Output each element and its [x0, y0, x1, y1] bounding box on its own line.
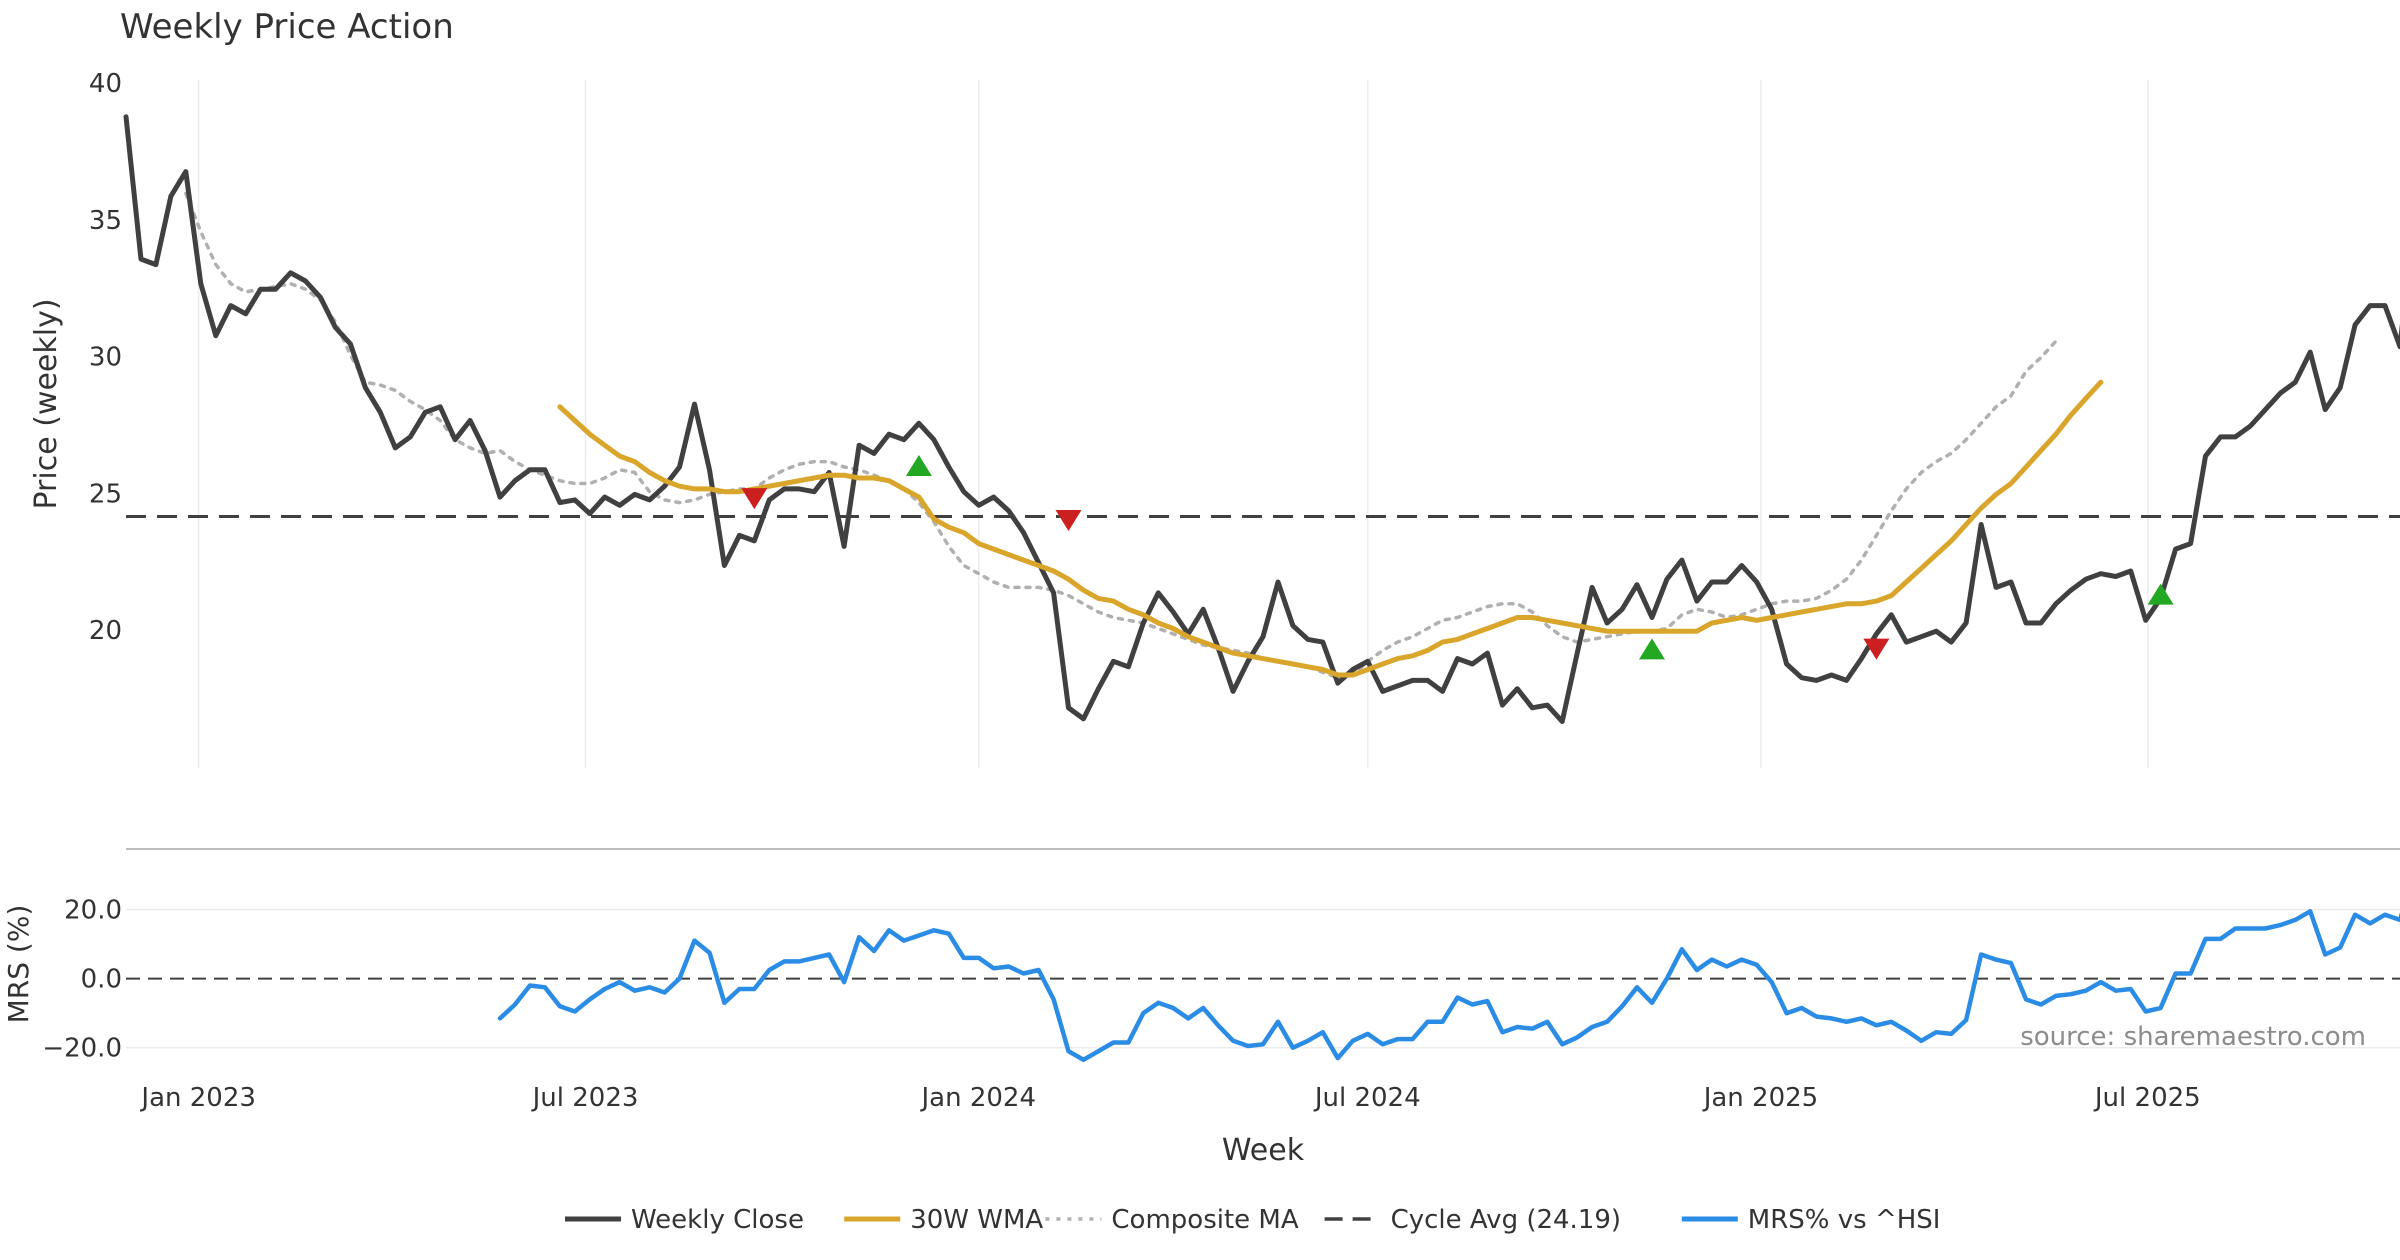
x-axis-ticks: Jan 2023 Jul 2023 Jan 2024 Jul 2024 Jan 2025… [139, 1083, 2200, 1113]
price-gridlines [197, 80, 2149, 768]
mrs-gridlines [126, 908, 2400, 1049]
price-y-axis-label: Price (weekly) [29, 298, 64, 509]
x-tick-label: Jan 2023 [139, 1083, 256, 1113]
mrs-line [497, 909, 2400, 1063]
x-tick-label: Jan 2025 [1702, 1083, 1819, 1113]
weekly-close-line [123, 114, 2400, 724]
legend-label: MRS% vs ^HSI [1748, 1205, 1941, 1235]
mrs-y-tick-label: 0.0 [81, 965, 122, 995]
mrs-y-axis-ticks: 20.0 0.0 −20.0 [42, 896, 122, 1064]
30w-wma-line [557, 379, 2104, 678]
x-tick-label: Jul 2023 [531, 1083, 639, 1113]
mrs-y-tick-label: 20.0 [64, 896, 122, 926]
price-y-tick-label: 25 [89, 479, 122, 509]
buy-signal-marker [2147, 583, 2174, 605]
legend: Weekly Close 30W WMA Composite MA Cycle Avg… [565, 1205, 1940, 1235]
price-y-tick-label: 20 [89, 616, 122, 646]
mrs-y-tick-label: −20.0 [42, 1034, 122, 1064]
x-tick-label: Jul 2024 [1313, 1083, 1421, 1113]
sell-signal-marker [1863, 638, 1890, 660]
x-tick-label: Jan 2024 [919, 1083, 1036, 1113]
chart-title: Weekly Price Action [120, 7, 454, 47]
legend-label: Weekly Close [631, 1205, 804, 1235]
x-axis-label: Week [1222, 1133, 1305, 1168]
buy-signal-marker [1638, 638, 1665, 660]
sell-signal-marker [1055, 510, 1082, 532]
buy-signal-marker [905, 455, 932, 477]
legend-label: Cycle Avg (24.19) [1391, 1205, 1621, 1235]
mrs-series-line [497, 909, 2400, 1063]
composite-ma-line [184, 191, 2058, 680]
trade-signals [741, 455, 2174, 660]
legend-label: 30W WMA [910, 1205, 1043, 1235]
price-y-tick-label: 35 [89, 206, 122, 236]
mrs-y-axis-label: MRS (%) [2, 905, 35, 1024]
mrs-panel: 20.0 0.0 −20.0 MRS (%) source: sharemaestr… [2, 896, 2400, 1064]
price-panel: 20 25 30 35 40 Price (weekly) [29, 69, 2400, 768]
price-y-tick-label: 30 [89, 343, 122, 373]
price-y-tick-label: 40 [89, 69, 122, 99]
source-annotation: source: sharemaestro.com [2020, 1022, 2366, 1052]
price-y-axis-ticks: 20 25 30 35 40 [89, 69, 122, 646]
sell-signal-marker [741, 488, 768, 510]
x-tick-label: Jul 2025 [2093, 1083, 2201, 1113]
price-series-lines [123, 114, 2400, 724]
legend-label: Composite MA [1111, 1205, 1298, 1235]
